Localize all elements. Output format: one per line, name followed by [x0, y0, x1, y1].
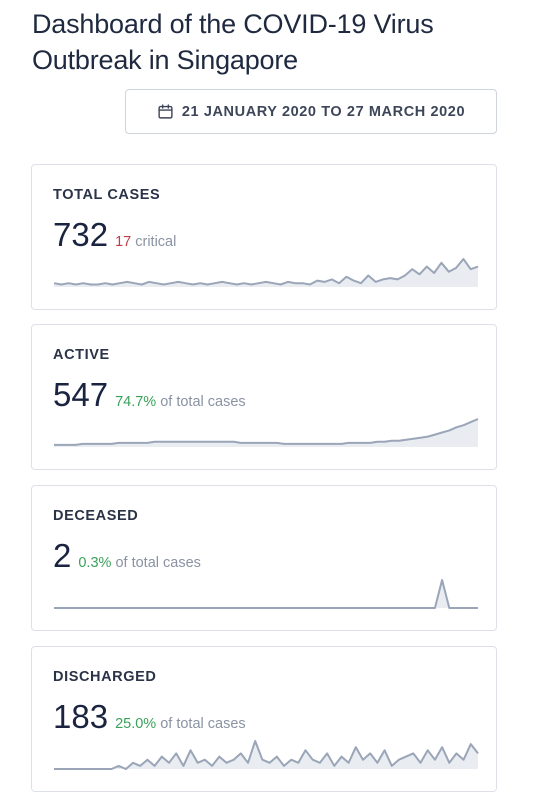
date-range-label: 21 JANUARY 2020 TO 27 MARCH 2020 [181, 103, 466, 120]
card-suffix: of total cases [160, 394, 246, 410]
sparkline-area [54, 741, 478, 769]
card-value: 732 [53, 216, 109, 253]
dashboard-title: Dashboard of the COVID-19 Virus Outbreak… [32, 9, 434, 75]
sparkline-deceased [54, 579, 478, 609]
sparkline-line [54, 418, 479, 446]
sparkline-total-cases [53, 258, 479, 287]
sparkline-line [54, 579, 478, 609]
card-suffix: of total cases [115, 555, 201, 571]
card-value: 183 [53, 698, 109, 735]
card-value: 2 [53, 537, 72, 574]
card-suffix: critical [135, 234, 177, 250]
card-deceased: DECEASED 2 0.3% of total cases [31, 485, 497, 631]
date-range-button[interactable]: 21 JANUARY 2020 TO 27 MARCH 2020 [125, 89, 497, 134]
card-value: 547 [53, 376, 109, 413]
card-label: ACTIVE [53, 347, 110, 363]
sparkline-discharged [54, 740, 479, 770]
sparkline-line [53, 258, 479, 286]
card-value-row: 732 17 critical [53, 215, 176, 255]
card-suffix: of total cases [160, 716, 246, 732]
card-highlight: 74.7% [115, 394, 157, 410]
card-value-row: 547 74.7% of total cases [53, 375, 246, 415]
card-value-row: 183 25.0% of total cases [53, 697, 246, 737]
sparkline-area [54, 580, 478, 608]
sparkline-active [54, 418, 479, 447]
card-subtext: 25.0% of total cases [115, 716, 246, 732]
card-total-cases: TOTAL CASES 732 17 critical [31, 164, 497, 310]
card-subtext: 0.3% of total cases [78, 555, 201, 571]
card-label: DISCHARGED [53, 669, 157, 685]
card-label: DECEASED [53, 508, 139, 524]
card-highlight: 17 [115, 234, 132, 250]
card-discharged: DISCHARGED 183 25.0% of total cases [31, 646, 497, 792]
card-label: TOTAL CASES [53, 187, 161, 203]
card-value-row: 2 0.3% of total cases [53, 536, 201, 576]
card-subtext: 17 critical [115, 234, 176, 250]
card-active: ACTIVE 547 74.7% of total cases [31, 324, 497, 470]
card-subtext: 74.7% of total cases [115, 394, 246, 410]
card-highlight: 25.0% [115, 716, 157, 732]
card-highlight: 0.3% [78, 555, 112, 571]
sparkline-line [54, 740, 479, 770]
calendar-icon [158, 104, 173, 119]
